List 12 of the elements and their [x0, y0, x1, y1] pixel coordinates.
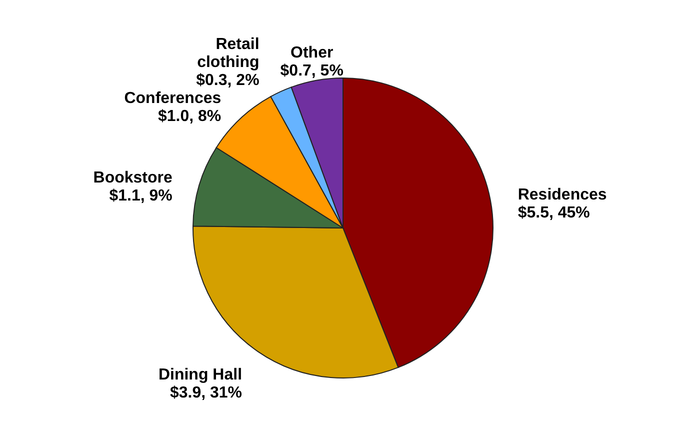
- data-label: $0.3, 2%: [196, 72, 260, 90]
- data-label: $1.1, 9%: [109, 187, 172, 204]
- data-label: $5.5, 45%: [518, 204, 590, 222]
- slice-label: Other: [290, 44, 334, 62]
- slice-label: Conferences: [124, 90, 222, 108]
- slice-label: Residences: [518, 186, 607, 204]
- slice-label: Dining Hall: [158, 366, 242, 384]
- data-label: $0.7, 5%: [280, 62, 344, 80]
- data-label: $3.9, 31%: [170, 384, 242, 402]
- data-label: $1.0, 8%: [158, 108, 222, 126]
- slice-label: Bookstore: [93, 169, 172, 186]
- slice-label: Retail clothing: [197, 36, 260, 72]
